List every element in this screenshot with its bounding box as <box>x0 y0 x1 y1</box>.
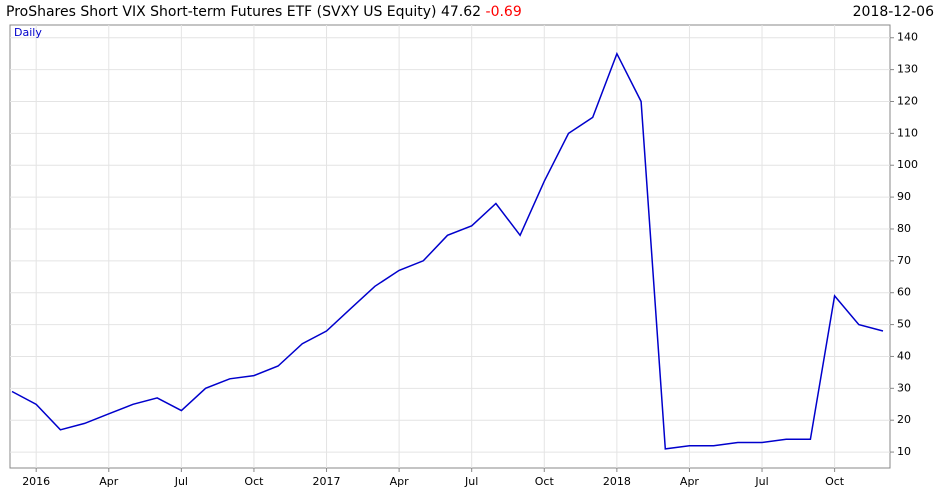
y-tick-label: 80 <box>897 222 911 235</box>
y-tick-label: 110 <box>897 126 918 139</box>
y-tick-label: 50 <box>897 318 911 331</box>
last-price: 47.62 <box>441 4 481 20</box>
x-tick-label: Oct <box>535 475 555 488</box>
y-tick-label: 10 <box>897 445 911 458</box>
plot-frame <box>9 24 891 469</box>
y-tick-label: 70 <box>897 254 911 267</box>
y-tick-label: 120 <box>897 94 918 107</box>
x-tick-label: Oct <box>244 475 264 488</box>
y-tick-label: 20 <box>897 413 911 426</box>
chart-header: ProShares Short VIX Short-term Futures E… <box>6 4 522 20</box>
x-tick-label: Jul <box>174 475 188 488</box>
x-tick-label: Jul <box>754 475 768 488</box>
y-tick-label: 100 <box>897 158 918 171</box>
y-tick-label: 140 <box>897 31 918 44</box>
price-change: -0.69 <box>486 4 522 20</box>
y-tick-label: 60 <box>897 286 911 299</box>
y-tick-label: 130 <box>897 63 918 76</box>
y-tick-label: 30 <box>897 381 911 394</box>
chart-title: ProShares Short VIX Short-term Futures E… <box>6 4 437 20</box>
x-tick-label: 2018 <box>603 475 631 488</box>
x-tick-label: Apr <box>99 475 119 488</box>
price-line <box>11 51 884 450</box>
x-tick-label: Apr <box>680 475 700 488</box>
x-tick-label: Jul <box>464 475 478 488</box>
chart-date: 2018-12-06 <box>853 4 934 20</box>
frequency-label: Daily <box>14 26 42 39</box>
y-tick-label: 90 <box>897 190 911 203</box>
x-tick-label: Apr <box>390 475 410 488</box>
x-tick-label: Oct <box>825 475 845 488</box>
x-tick-label: 2017 <box>313 475 341 488</box>
y-tick-label: 40 <box>897 349 911 362</box>
x-tick-label: 2016 <box>22 475 50 488</box>
